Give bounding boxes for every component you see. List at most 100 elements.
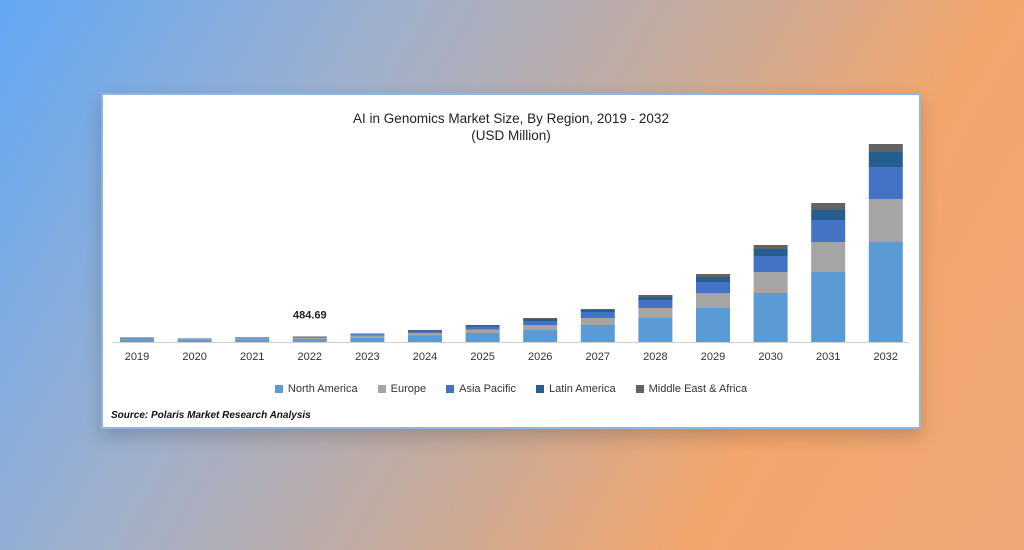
bar-segment-europe-2025 <box>465 329 500 333</box>
bar-segment-north-america-2029 <box>696 308 730 342</box>
x-tick-label: 2022 <box>298 351 322 363</box>
bar-segment-north-america-2021 <box>235 339 270 342</box>
chart-plot: 2019 2020 2021 2022 484.69 2023 2024 2025 2026 20… <box>113 144 909 363</box>
bar-segment-middle-east-africa-2028 <box>638 295 673 297</box>
bar-segment-middle-east-africa-2027 <box>580 309 615 310</box>
x-tick-label: 2023 <box>355 351 379 363</box>
legend-item: Europe <box>377 383 427 395</box>
bar-segment-north-america-2032 <box>868 242 903 342</box>
bar-segment-north-america-2031 <box>811 272 846 342</box>
bar-segment-asia-pacific-2022 <box>292 336 327 338</box>
bar-segment-middle-east-africa-2032 <box>868 144 903 152</box>
bar-segment-europe-2028 <box>638 308 673 318</box>
bar-segment-asia-pacific-2023 <box>350 334 385 336</box>
bar-segment-middle-east-africa-2021 <box>235 337 270 338</box>
bar-segment-north-america-2030 <box>753 293 788 342</box>
bar-segment-middle-east-africa-2031 <box>811 203 846 210</box>
bar-segment-middle-east-africa-2020 <box>177 338 212 340</box>
bar-segment-north-america-2028 <box>638 318 673 342</box>
bar-segment-latin-america-2026 <box>523 319 558 321</box>
bar-segment-europe-2021 <box>235 338 270 340</box>
legend-item: Middle East & Africa <box>635 383 748 395</box>
bar-segment-north-america-2027 <box>580 325 615 342</box>
chart-legend: North America Europe Asia Pacific Latin Ame… <box>103 383 919 395</box>
bar-segment-middle-east-africa-2025 <box>465 325 500 326</box>
legend-item: Asia Pacific <box>446 383 516 395</box>
bar-segment-latin-america-2032 <box>868 152 903 167</box>
legend-item: North America <box>274 383 358 395</box>
legend-swatch <box>377 385 386 393</box>
bar-segment-north-america-2025 <box>465 333 500 342</box>
x-tick-label: 2030 <box>758 351 782 363</box>
bar-segment-middle-east-africa-2029 <box>696 274 730 277</box>
legend-label: North America <box>287 383 358 395</box>
bar-segment-middle-east-africa-2026 <box>523 318 558 319</box>
bar-segment-middle-east-africa-2030 <box>753 245 788 249</box>
bar-segment-asia-pacific-2029 <box>696 282 730 293</box>
bar-segment-europe-2027 <box>580 318 615 325</box>
bar-segment-asia-pacific-2031 <box>811 220 846 242</box>
bar-segment-europe-2020 <box>177 339 212 340</box>
bar-segment-europe-2029 <box>696 293 730 308</box>
bar-segment-europe-2030 <box>753 272 788 293</box>
bar-segment-latin-america-2029 <box>696 277 730 282</box>
legend-swatch <box>446 385 455 393</box>
source-note: Source: Polaris Market Research Analysis <box>111 410 311 421</box>
bar-segment-asia-pacific-2028 <box>638 300 673 308</box>
legend-label: Latin America <box>548 383 616 395</box>
bar-segment-middle-east-africa-2019 <box>120 337 154 338</box>
bar-segment-asia-pacific-2026 <box>523 321 558 325</box>
bar-segment-latin-america-2030 <box>753 249 788 256</box>
bar-segment-latin-america-2027 <box>580 310 615 312</box>
bar-segment-europe-2024 <box>408 333 442 336</box>
bar-segment-asia-pacific-2024 <box>408 331 442 333</box>
bar-segment-europe-2026 <box>523 325 558 330</box>
x-tick-label: 2028 <box>643 351 667 363</box>
x-tick-label: 2025 <box>470 351 494 363</box>
x-tick-label: 2024 <box>413 351 437 363</box>
legend-label: Asia Pacific <box>459 383 516 395</box>
chart-subtitle: (USD Million) <box>471 128 551 143</box>
legend-label: Middle East & Africa <box>648 383 748 395</box>
x-tick-label: 2027 <box>586 351 610 363</box>
bar-segment-north-america-2019 <box>120 339 154 342</box>
x-tick-label: 2031 <box>816 351 840 363</box>
chart-title: AI in Genomics Market Size, By Region, 2… <box>353 111 669 126</box>
x-tick-label: 2032 <box>874 351 898 363</box>
bar-segment-europe-2022 <box>292 337 327 339</box>
legend-label: Europe <box>390 383 427 395</box>
legend-swatch <box>274 385 283 393</box>
bar-segment-asia-pacific-2030 <box>753 256 788 272</box>
legend-swatch <box>535 385 544 393</box>
bar-segment-europe-2023 <box>350 335 385 338</box>
bar-segment-north-america-2024 <box>408 335 442 342</box>
bar-segment-asia-pacific-2021 <box>235 337 270 339</box>
bar-segment-middle-east-africa-2023 <box>350 333 385 334</box>
x-tick-label: 2021 <box>240 351 264 363</box>
x-tick-label: 2019 <box>125 351 149 363</box>
bar-segment-europe-2032 <box>868 199 903 242</box>
bar-segment-north-america-2023 <box>350 337 385 342</box>
legend-item: Latin America <box>535 383 616 395</box>
data-label: 484.69 <box>293 309 327 321</box>
bar-segment-latin-america-2024 <box>408 330 442 331</box>
bar-segment-north-america-2026 <box>523 330 558 342</box>
bar-segment-latin-america-2028 <box>638 297 673 300</box>
bar-segment-asia-pacific-2027 <box>580 312 615 318</box>
bar-segment-europe-2019 <box>120 338 154 340</box>
bar-segment-latin-america-2031 <box>811 210 846 220</box>
bar-segment-middle-east-africa-2024 <box>408 330 442 331</box>
x-tick-label: 2029 <box>701 351 725 363</box>
bar-segment-asia-pacific-2032 <box>868 167 903 199</box>
bar-segment-europe-2031 <box>811 242 846 272</box>
x-tick-label: 2026 <box>528 351 552 363</box>
bar-segment-asia-pacific-2019 <box>120 337 154 339</box>
chart-card: AI in Genomics Market Size, By Region, 2… <box>101 93 921 429</box>
x-tick-label: 2020 <box>182 351 206 363</box>
bar-segment-north-america-2020 <box>177 340 212 342</box>
bar-segment-asia-pacific-2025 <box>465 326 500 330</box>
bar-segment-north-america-2022 <box>292 339 327 342</box>
bar-segment-middle-east-africa-2022 <box>292 336 327 337</box>
bar-segment-latin-america-2025 <box>465 325 500 327</box>
legend-swatch <box>635 385 644 393</box>
